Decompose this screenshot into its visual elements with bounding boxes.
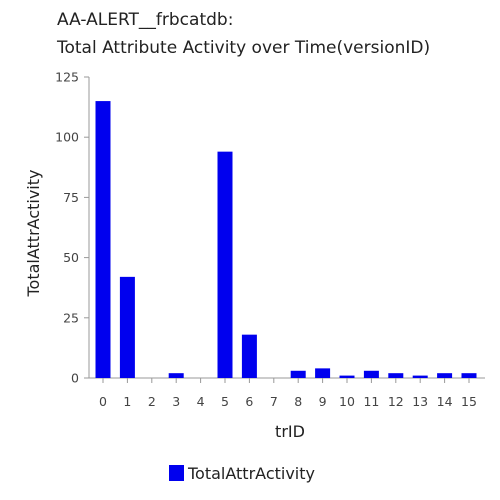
x-tick-label: 2 — [148, 394, 156, 409]
y-axis-title: TotalAttrActivity — [24, 170, 43, 298]
x-tick-label: 5 — [221, 394, 229, 409]
y-tick-label: 50 — [63, 250, 79, 265]
y-tick-label: 0 — [71, 371, 79, 386]
bar-trid-11 — [363, 370, 379, 378]
bar-trid-15 — [461, 373, 477, 378]
bar-trid-0 — [95, 101, 111, 378]
legend: TotalAttrActivity — [169, 464, 315, 483]
bar-trid-9 — [315, 368, 331, 378]
x-tick-label: 4 — [197, 394, 205, 409]
y-tick-label: 125 — [55, 70, 79, 85]
legend-label: TotalAttrActivity — [187, 464, 315, 483]
x-tick-label: 6 — [245, 394, 253, 409]
y-tick-label: 25 — [63, 310, 79, 325]
bar-trid-12 — [388, 373, 404, 378]
chart-title-line-1: AA-ALERT__frbcatdb: — [57, 10, 234, 30]
bar-trid-14 — [437, 373, 453, 378]
bar-trid-3 — [168, 373, 184, 378]
x-tick-label: 15 — [461, 394, 477, 409]
bar-trid-8 — [290, 370, 306, 378]
bar-trid-10 — [339, 375, 355, 378]
x-tick-label: 7 — [270, 394, 278, 409]
y-tick-label: 100 — [55, 130, 79, 145]
x-tick-label: 9 — [319, 394, 327, 409]
x-tick-label: 1 — [123, 394, 131, 409]
y-tick-label: 75 — [63, 190, 79, 205]
x-tick-label: 8 — [294, 394, 302, 409]
x-tick-label: 13 — [412, 394, 428, 409]
legend-swatch — [169, 465, 184, 481]
chart-title-line-2: Total Attribute Activity over Time(versi… — [57, 38, 431, 58]
x-axis-title: trID — [275, 422, 305, 441]
x-tick-label: 11 — [363, 394, 379, 409]
x-tick-label: 10 — [339, 394, 355, 409]
x-axis: 0 1 2 3 4 5 6 7 8 9 10 11 12 13 14 15 — [89, 377, 485, 409]
bar-trid-1 — [119, 276, 135, 378]
x-tick-label: 0 — [99, 394, 107, 409]
bar-trid-6 — [241, 334, 257, 378]
bar-trid-13 — [412, 375, 428, 378]
bars — [95, 101, 477, 378]
bar-trid-5 — [217, 151, 233, 378]
y-axis: 0 25 50 75 100 125 — [55, 70, 90, 386]
x-tick-label: 14 — [437, 394, 453, 409]
x-tick-label: 12 — [388, 394, 404, 409]
x-tick-label: 3 — [172, 394, 180, 409]
